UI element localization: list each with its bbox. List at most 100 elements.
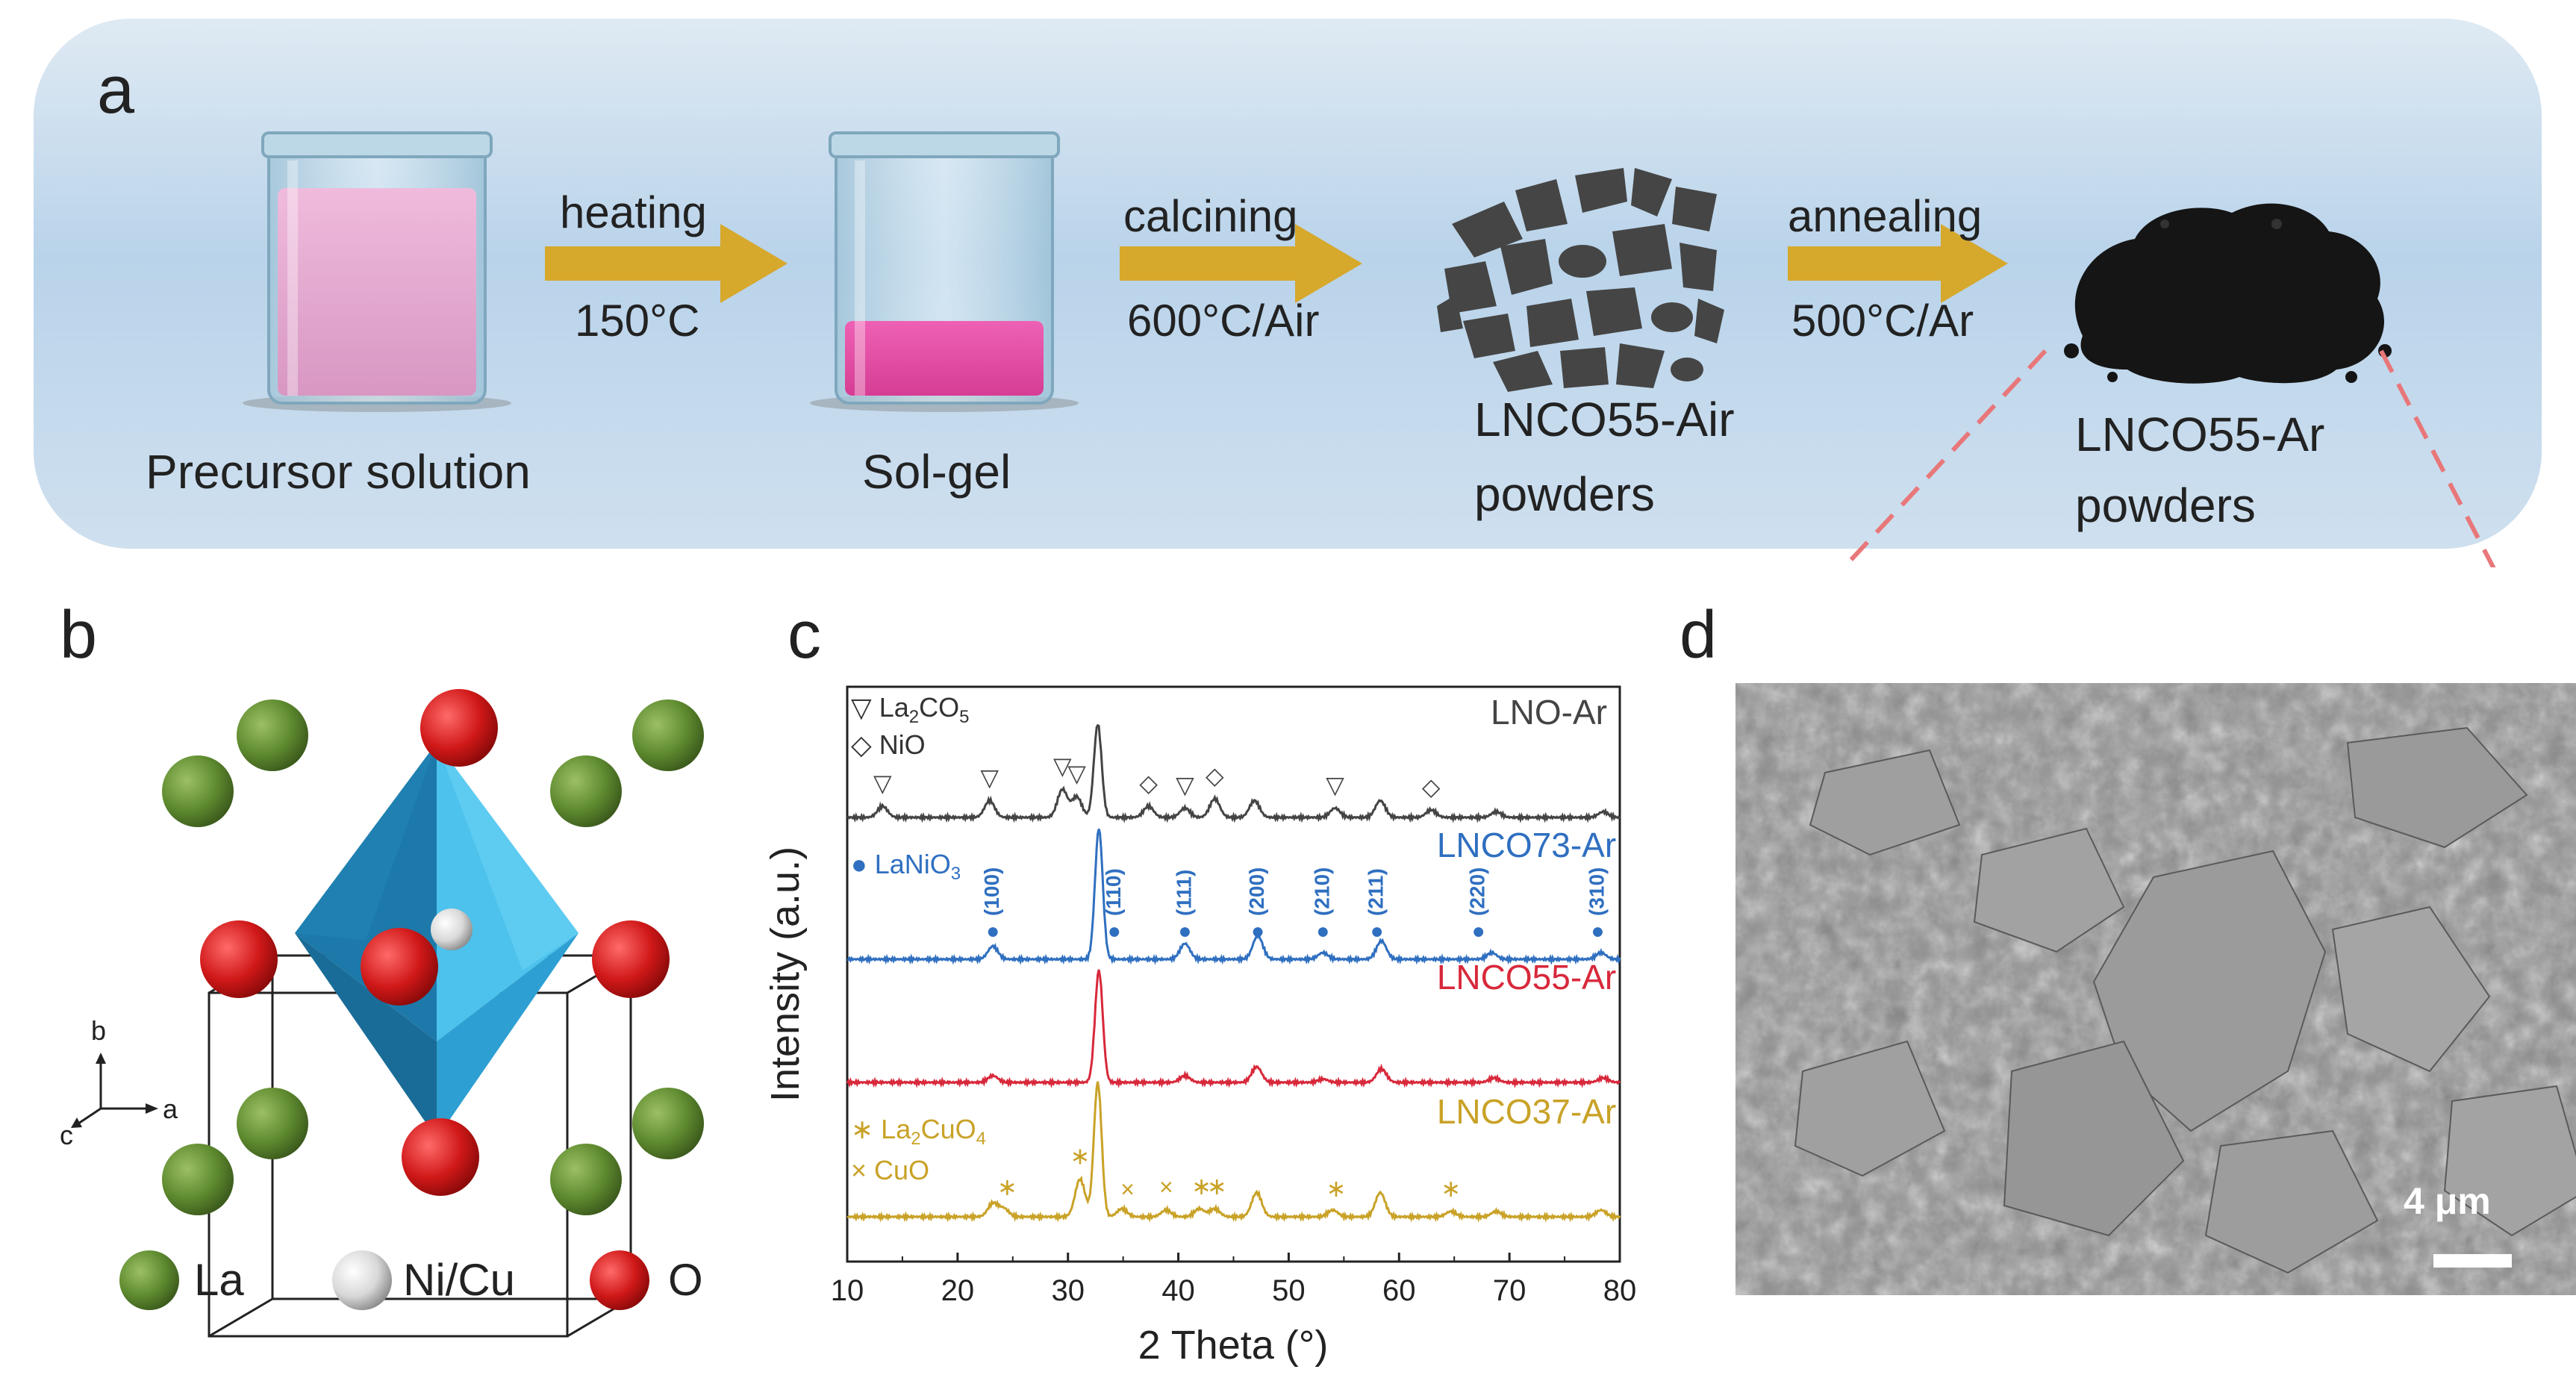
octahedron-icon bbox=[295, 743, 578, 1138]
annealing-label: annealing bbox=[1788, 191, 1983, 241]
la-atom-icon bbox=[237, 699, 308, 771]
peak-marker: ∗ bbox=[1326, 1175, 1347, 1202]
peak-marker: ∗ bbox=[1191, 1173, 1211, 1200]
la-atom-icon bbox=[162, 1144, 234, 1215]
phase-legend: ● LaNiO3 bbox=[851, 849, 961, 884]
peak-marker: ▽ bbox=[1053, 752, 1072, 779]
y-axis-label: Intensity (a.u.) bbox=[763, 847, 808, 1102]
xrd-series-line bbox=[846, 723, 1621, 823]
hkl-label: (111) bbox=[1172, 870, 1195, 916]
x-tick-label: 50 bbox=[1272, 1274, 1306, 1307]
legend-la-label: La bbox=[194, 1255, 244, 1305]
panel-d: d 4 μm bbox=[1680, 582, 2576, 1384]
panel-b-label: b bbox=[60, 598, 98, 673]
panel-d-label: d bbox=[1680, 598, 1718, 673]
calcining-temp-label: 600°C/Air bbox=[1127, 296, 1320, 346]
x-tick-label: 10 bbox=[831, 1274, 864, 1307]
hkl-label: (310) bbox=[1585, 867, 1608, 916]
heating-label: heating bbox=[560, 187, 707, 237]
arrow-heating-icon bbox=[545, 224, 788, 303]
air-powders-label-1: LNCO55-Air bbox=[1474, 393, 1735, 446]
ar-powders-label-2: powders bbox=[2075, 479, 2256, 532]
scale-bar-label: 4 μm bbox=[2404, 1180, 2491, 1222]
hkl-label: (220) bbox=[1466, 867, 1489, 916]
peak-marker: ∗ bbox=[1070, 1143, 1091, 1170]
sem-flakes bbox=[1794, 726, 2576, 1274]
peak-marker: × bbox=[1120, 1176, 1135, 1203]
la-atom-icon bbox=[162, 755, 234, 827]
scale-bar bbox=[2433, 1254, 2512, 1268]
peak-marker: ● bbox=[1251, 919, 1264, 944]
ar-powders-label-1: LNCO55-Ar bbox=[2075, 408, 2325, 461]
solgel-beaker-icon bbox=[810, 131, 1079, 412]
solgel-label: Sol-gel bbox=[862, 445, 1011, 499]
peak-marker: × bbox=[1159, 1173, 1173, 1200]
sem-image bbox=[1735, 683, 2576, 1295]
legend-la-icon bbox=[119, 1250, 179, 1310]
precursor-beaker-icon bbox=[243, 131, 511, 412]
series-name-label: LNO-Ar bbox=[1491, 693, 1607, 732]
series-name-label: LNCO55-Ar bbox=[1437, 958, 1616, 997]
series-name-label: LNCO37-Ar bbox=[1437, 1092, 1616, 1131]
hkl-label: (210) bbox=[1310, 867, 1333, 916]
peak-marker: ◇ bbox=[1139, 770, 1158, 797]
legend-o-label: O bbox=[668, 1255, 703, 1305]
series-name-label: LNCO73-Ar bbox=[1437, 826, 1616, 864]
o-atom-icon bbox=[402, 1118, 479, 1196]
x-tick-label: 80 bbox=[1603, 1274, 1637, 1307]
peak-marker: ▽ bbox=[980, 764, 999, 791]
peak-marker: ● bbox=[986, 919, 999, 944]
air-powders-label-2: powders bbox=[1474, 467, 1655, 521]
panel-c-label: c bbox=[788, 598, 821, 673]
arrow-annealing-icon bbox=[1788, 224, 2008, 303]
x-tick-label: 70 bbox=[1493, 1274, 1526, 1307]
dashed-arrow-right bbox=[2379, 349, 2496, 567]
hkl-label: (110) bbox=[1102, 868, 1125, 916]
o-atom-icon bbox=[200, 920, 278, 998]
la-atom-icon bbox=[632, 1088, 704, 1159]
peak-marker: ● bbox=[1591, 919, 1604, 944]
peak-marker: ∗ bbox=[1441, 1175, 1461, 1202]
annealing-temp-label: 500°C/Ar bbox=[1791, 296, 1974, 346]
la-atom-icon bbox=[237, 1088, 308, 1159]
arrow-calcining-icon bbox=[1120, 224, 1362, 303]
panel-c: c Intensity (a.u.) 2 Theta (°) 10 20 30 40 5… bbox=[746, 582, 1680, 1384]
axis-c-label: c bbox=[60, 1120, 73, 1150]
center-nicu-atom-icon bbox=[431, 908, 473, 950]
o-atom-icon bbox=[592, 920, 670, 998]
heating-temp-label: 150°C bbox=[575, 296, 700, 346]
la-atom-icon bbox=[550, 755, 622, 827]
hkl-label: (211) bbox=[1365, 868, 1388, 916]
legend-o-icon bbox=[590, 1250, 649, 1310]
x-tick-label: 40 bbox=[1161, 1274, 1195, 1307]
phase-legend: × CuO bbox=[851, 1155, 929, 1185]
peak-marker: ▽ bbox=[873, 770, 892, 797]
hkl-label: (100) bbox=[980, 867, 1003, 916]
panel-b: b bbox=[0, 582, 746, 1384]
la-atom-icon bbox=[550, 1144, 622, 1215]
xrd-series-line bbox=[846, 969, 1621, 1088]
xrd-chart: Intensity (a.u.) 2 Theta (°) 10 20 30 40 50 6… bbox=[763, 685, 1637, 1368]
phase-legend: ∗ La2CuO4 bbox=[851, 1114, 986, 1149]
peak-marker: ▽ bbox=[1326, 772, 1344, 799]
panel-a-label: a bbox=[97, 53, 135, 128]
peak-marker: ▽ bbox=[1176, 772, 1194, 799]
o-atoms bbox=[200, 689, 670, 1196]
panel-a-background bbox=[34, 19, 2542, 549]
xrd-series-line bbox=[846, 829, 1621, 965]
phase-legend: ▽ La2CO5 bbox=[851, 692, 969, 727]
peak-marker: ◇ bbox=[1422, 773, 1441, 800]
peak-marker: ● bbox=[1370, 919, 1384, 944]
legend-nicu-icon bbox=[332, 1250, 392, 1310]
peak-marker: ● bbox=[1108, 919, 1121, 944]
xrd-series-line bbox=[846, 1081, 1621, 1223]
hkl-label: (200) bbox=[1245, 867, 1268, 916]
precursor-solution-label: Precursor solution bbox=[146, 445, 531, 499]
axis-b-label: b bbox=[91, 1015, 107, 1046]
o-atom-icon bbox=[420, 689, 498, 767]
x-tick-label: 60 bbox=[1382, 1274, 1416, 1307]
la-atom-icon bbox=[632, 699, 704, 771]
o-atom-icon bbox=[361, 928, 438, 1006]
peak-marker: ● bbox=[1472, 919, 1485, 944]
air-powder-flakes-icon bbox=[1437, 168, 1724, 392]
